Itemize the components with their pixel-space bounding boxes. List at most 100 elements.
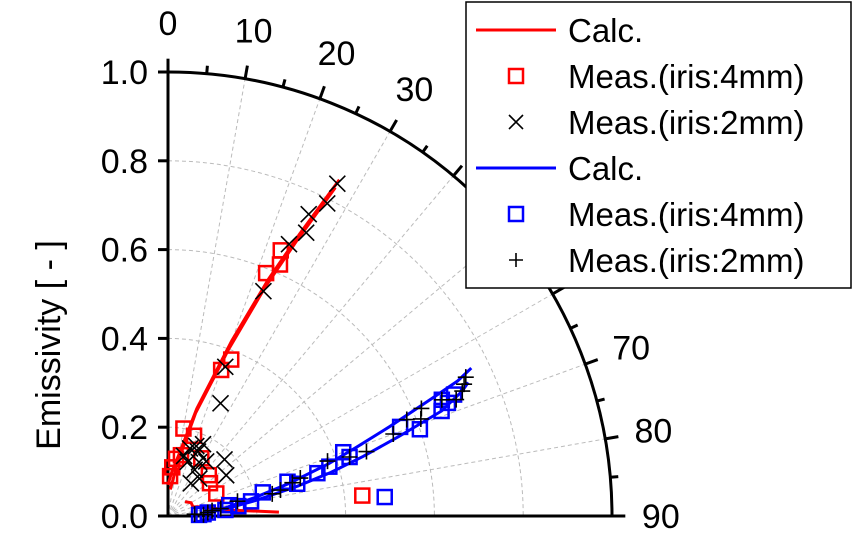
series-5-marker [398, 411, 415, 428]
series-1-marker [272, 242, 290, 259]
y-axis-title: Emissivity [ - ] [30, 240, 68, 450]
theta-tick [281, 79, 287, 88]
series-1-marker [354, 487, 371, 504]
theta-tick [205, 65, 209, 74]
legend-label: Meas.(iris:2mm) [568, 104, 805, 141]
series-1-marker [164, 459, 181, 476]
series-3-line [203, 366, 473, 515]
grid-spoke [167, 293, 553, 517]
series-5-marker [385, 425, 402, 442]
legend-label: Meas.(iris:4mm) [568, 196, 805, 233]
data-layer [161, 175, 474, 524]
series-5-marker [456, 376, 473, 393]
theta-tick [604, 435, 619, 441]
series-2-marker [211, 394, 230, 412]
series-2-marker [182, 474, 200, 492]
series-1-marker [167, 450, 185, 468]
legend-label: Calc. [568, 12, 643, 49]
theta-tick [354, 105, 361, 115]
series-5-marker [358, 443, 375, 460]
series-4-marker [288, 475, 306, 493]
series-5-marker [457, 369, 474, 386]
series-2-marker [300, 205, 318, 223]
series-5-marker [264, 485, 281, 502]
series-5-marker [204, 502, 221, 519]
series-1-marker [257, 264, 275, 282]
legend-marker-swatch [507, 205, 525, 223]
r-tick-label: 1.0 [101, 54, 148, 92]
series-5-marker [454, 383, 471, 400]
series-5-marker [272, 482, 289, 499]
series-2-marker [175, 447, 193, 465]
series-5-marker [212, 500, 229, 517]
series-2-marker [297, 224, 315, 242]
theta-tick [388, 119, 398, 133]
series-2-marker [318, 194, 336, 213]
r-tick-label: 0.0 [101, 498, 148, 536]
series-4-marker [376, 488, 393, 506]
series-2-marker [197, 452, 215, 471]
series-4-marker [445, 386, 463, 403]
series-5-marker [413, 400, 430, 417]
theta-tick [569, 323, 579, 330]
series-2-marker [190, 470, 208, 488]
grid-spoke [167, 363, 586, 517]
series-5-marker [448, 391, 465, 408]
series-4-marker [321, 458, 338, 475]
legend-marker-swatch [508, 114, 524, 130]
legend-marker-swatch [507, 67, 525, 85]
theta-tick [584, 358, 599, 366]
grid-arc [167, 337, 347, 517]
series-4-marker [411, 421, 429, 438]
legend: Calc. Meas.(iris:4mm) Meas.(iris:2mm) Calc.… [465, 1, 852, 289]
series-2-marker [187, 437, 205, 455]
r-tick-label: 0.8 [101, 143, 148, 181]
series-1-marker [161, 467, 179, 485]
theta-tick [318, 85, 326, 100]
series-4-marker [279, 473, 296, 490]
theta-tick [243, 65, 249, 80]
series-1-marker [208, 485, 225, 502]
theta-tick-label: 70 [612, 329, 650, 367]
grid-arc [167, 249, 435, 517]
r-tick-label: 0.2 [101, 409, 148, 447]
series-2-marker [328, 175, 346, 193]
series-5-marker [199, 504, 216, 521]
theta-tick [421, 144, 429, 154]
legend-marker-swatch [509, 253, 523, 267]
theta-tick [610, 475, 619, 479]
theta-tick-label: 20 [318, 35, 356, 73]
series-2-marker [254, 282, 272, 300]
legend-label: Meas.(iris:2mm) [568, 242, 805, 279]
grid-spoke [167, 78, 246, 517]
grid-spoke [167, 175, 454, 517]
series-5-marker [195, 506, 212, 523]
tick-labels: 0.0 0.2 0.4 0.6 0.8 1.0 0 10 20 30 70 80 90 [101, 5, 680, 536]
theta-tick [452, 164, 464, 177]
series-2-marker [194, 435, 212, 453]
series-1-marker [172, 446, 190, 464]
series-5-marker [292, 470, 309, 487]
series-2-marker [217, 466, 235, 484]
series-4-marker [220, 496, 238, 514]
series-5-marker [319, 453, 336, 470]
legend-label: Calc. [568, 150, 643, 187]
series-5-marker [341, 449, 358, 466]
series-2-marker [216, 358, 234, 376]
theta-tick-label: 30 [396, 71, 434, 109]
r-tick-label: 0.4 [101, 320, 148, 358]
series-2-marker [190, 453, 208, 471]
series-2-marker [215, 450, 234, 469]
series-2-marker [280, 235, 298, 253]
theta-tick-label: 90 [642, 498, 680, 536]
legend-label: Meas.(iris:4mm) [568, 58, 805, 95]
series-4-marker [254, 484, 272, 501]
theta-tick-label: 80 [634, 412, 672, 450]
theta-tick-label: 0 [159, 5, 178, 43]
series-5-marker [433, 391, 450, 408]
theta-tick [596, 397, 605, 403]
r-tick-label: 0.6 [101, 232, 148, 270]
series-5-marker [229, 493, 246, 510]
series-1-marker [222, 351, 240, 368]
